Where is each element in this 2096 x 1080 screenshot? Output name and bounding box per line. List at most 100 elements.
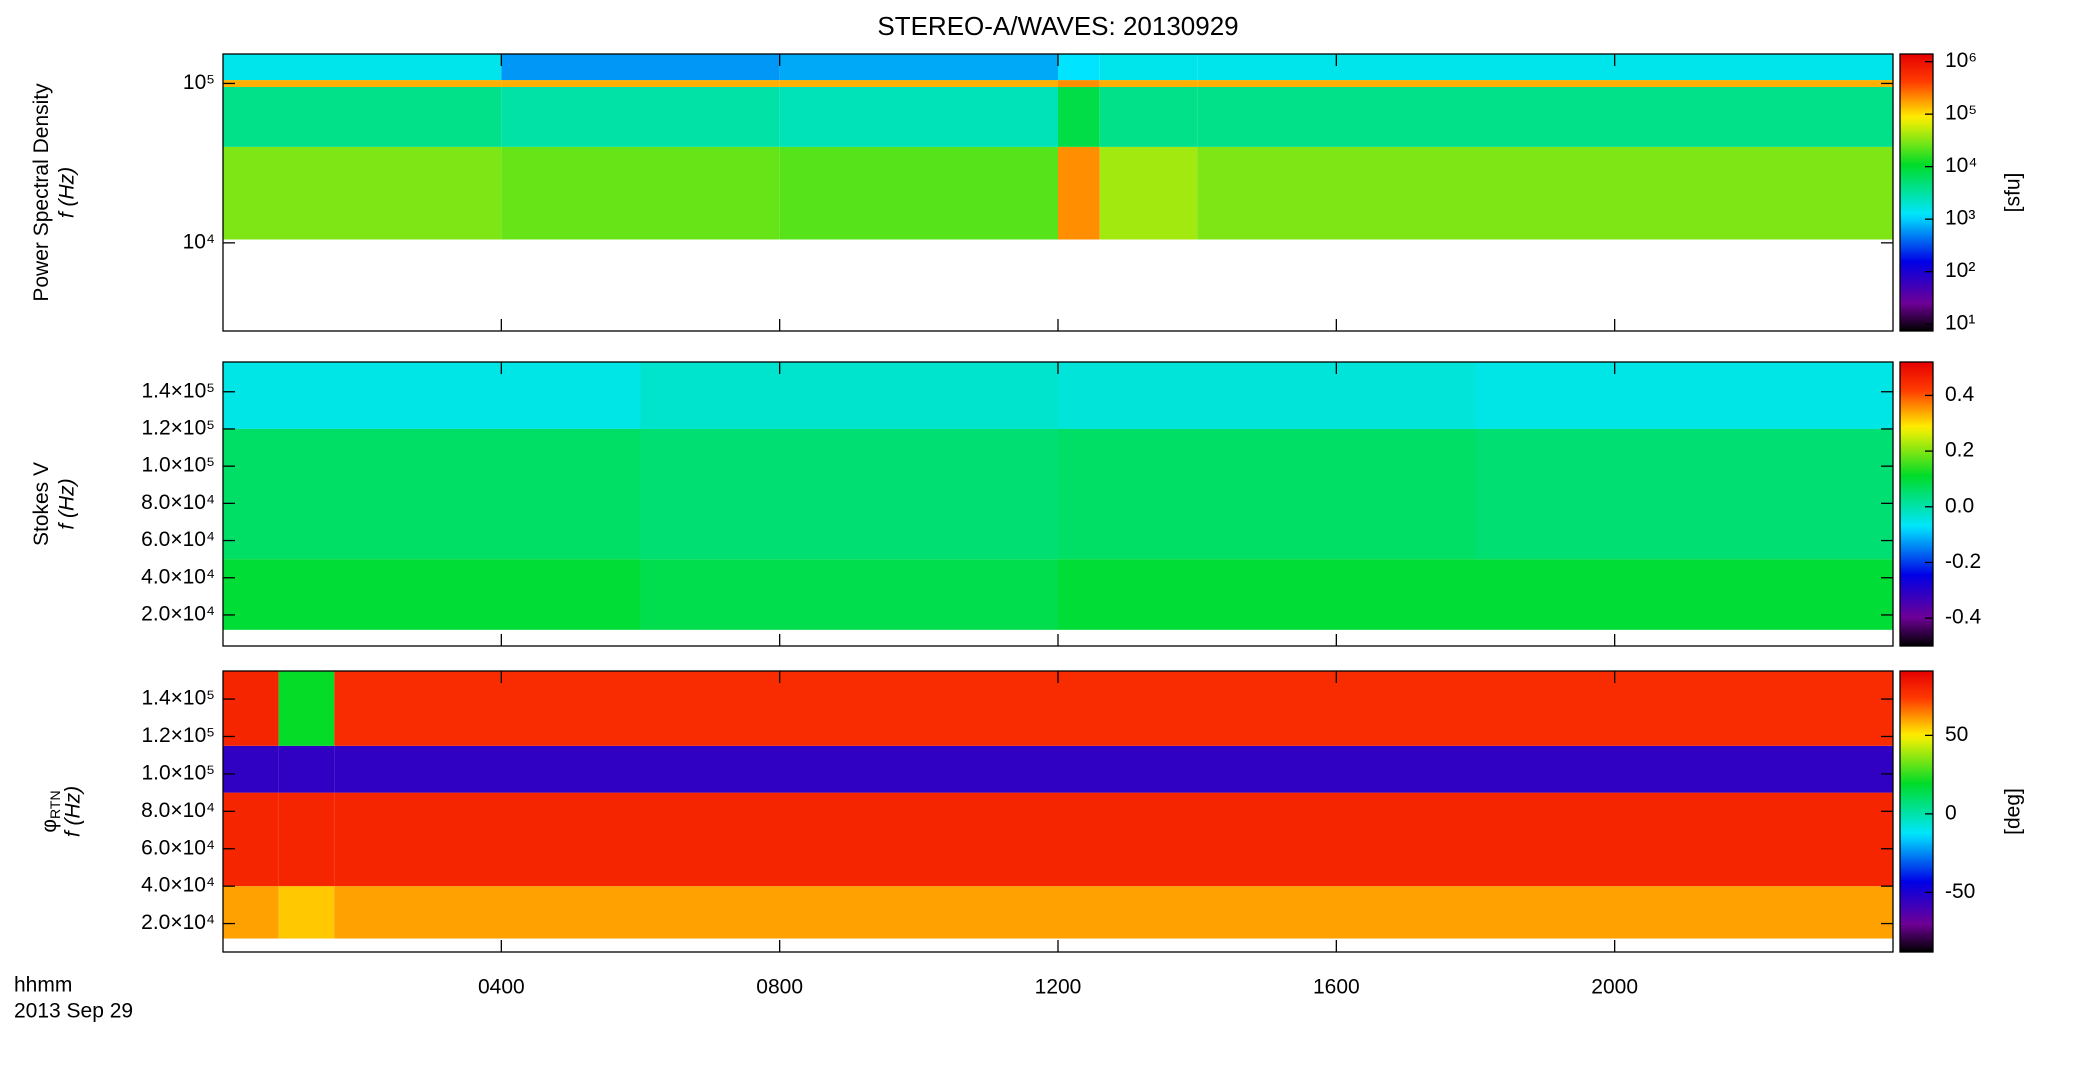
heatmap-cell [223,792,279,887]
y-axis-label-text: Stokes V [30,462,53,546]
heatmap-cell [223,428,641,560]
y-tick-label: 10⁴ [183,230,215,253]
heatmap-cell [1058,559,1476,630]
heatmap-cell [1475,428,1893,560]
date-label: 2013 Sep 29 [14,1000,133,1023]
colorbar-tick-label: -50 [1945,880,1975,903]
heatmap-cell [223,745,279,793]
heatmap-cell [1197,146,1893,240]
heatmap-cell [1197,86,1893,147]
heatmap-cell [779,54,1058,81]
heatmap-cell [1058,428,1476,560]
y-axis-label: Power Spectral Density [30,83,53,302]
colorbar-tick-label: 0.4 [1945,383,1975,406]
colorbar-tick-label: 10⁴ [1945,154,1977,177]
y-axis-label-2: f (Hz) [62,786,85,837]
heatmap-cell [278,792,335,887]
x-tick-label: 2000 [1591,976,1638,999]
y-tick-label: 4.0×10⁴ [141,874,215,897]
y-tick-label: 8.0×10⁴ [141,491,215,514]
x-axis-label: hhmm [14,974,72,997]
heatmap-cell [501,80,780,87]
heatmap-cell [779,146,1058,240]
x-tick-label: 0400 [478,976,525,999]
heatmap-cell [1197,54,1893,81]
colorbar-tick-label: 10¹ [1945,312,1975,335]
heatmap-cell [1058,54,1100,81]
heatmap-cell [223,559,641,630]
y-axis-label-2: f (Hz) [56,167,79,218]
colorbar-tick-label: 0.0 [1945,494,1974,517]
heatmap-cell [1099,86,1198,147]
heatmap-cell [334,671,1893,746]
y-tick-label: 6.0×10⁴ [141,836,215,859]
y-tick-label: 6.0×10⁴ [141,528,215,551]
heatmap-cell [1058,362,1476,429]
heatmap-cell [501,146,780,240]
y-axis-label: φRTN [38,790,63,832]
colorbar-tick-label: 0 [1945,801,1957,824]
y-tick-label: 1.4×10⁵ [141,687,215,710]
heatmap-cell [223,86,502,147]
x-tick-label: 1600 [1313,976,1360,999]
heatmap-cell [278,745,335,793]
colorbar-tick-label: 10⁶ [1945,49,1977,72]
colorbar [1899,361,1934,647]
heatmap-cell [1099,146,1198,240]
heatmap-cell [501,86,780,147]
heatmap-cell [1099,80,1198,87]
heatmap-cell [334,745,1893,793]
colorbar-label: [sfu] [2002,173,2025,213]
heatmap-cell [278,886,335,939]
y-tick-label: 1.0×10⁵ [141,454,215,477]
colorbar [1899,53,1934,332]
colorbar-tick-label: 10² [1945,259,1975,282]
y-tick-label: 2.0×10⁴ [141,602,215,625]
heatmap-cell [1099,54,1198,81]
x-tick-label: 0800 [756,976,803,999]
y-tick-label: 1.0×10⁵ [141,761,215,784]
heatmap-cell [223,671,279,746]
heatmap-cell [1475,362,1893,429]
y-axis-label-2: f (Hz) [56,478,79,529]
heatmap-cell [779,80,1058,87]
heatmap-cell [640,428,1058,560]
heatmap-cell [334,792,1893,887]
y-tick-label: 1.2×10⁵ [141,724,215,747]
heatmap-cell [223,54,502,81]
heatmap-cell [640,559,1058,630]
heatmap-cell [278,671,335,746]
y-tick-label: 10⁵ [183,71,215,94]
title: STEREO-A/WAVES: 20130929 [877,11,1238,41]
y-tick-label: 8.0×10⁴ [141,799,215,822]
colorbar-tick-label: 10³ [1945,207,1975,230]
colorbar-tick-label: 0.2 [1945,439,1974,462]
heatmap-cell [1475,559,1893,630]
y-tick-label: 2.0×10⁴ [141,911,215,934]
y-tick-label: 1.2×10⁵ [141,417,215,440]
heatmap-cell [334,886,1893,939]
heatmap-cell [1058,80,1100,87]
y-axis-label: Stokes V [30,462,53,546]
heatmap-cell [1197,80,1893,87]
colorbar-tick-label: 50 [1945,723,1968,746]
heatmap-cell [501,54,780,81]
heatmap-cell [1058,86,1100,147]
y-axis-label-subscript: RTN [47,790,63,819]
y-axis-label-text: Power Spectral Density [30,83,53,302]
heatmap-cell [223,80,502,87]
heatmap-cell [223,146,502,240]
heatmap-cell [223,886,279,939]
colorbar-tick-label: -0.2 [1945,550,1981,573]
colorbar-tick-label: -0.4 [1945,606,1982,629]
y-axis-label-text: φ [38,819,61,833]
heatmap-cell [223,362,641,429]
x-tick-label: 1200 [1035,976,1082,999]
heatmap-cell [1058,146,1100,240]
colorbar-tick-label: 10⁵ [1945,102,1977,125]
colorbar [1899,670,1934,953]
heatmap-cell [640,362,1058,429]
y-tick-label: 4.0×10⁴ [141,565,215,588]
colorbar-label: [deg] [2002,788,2025,835]
